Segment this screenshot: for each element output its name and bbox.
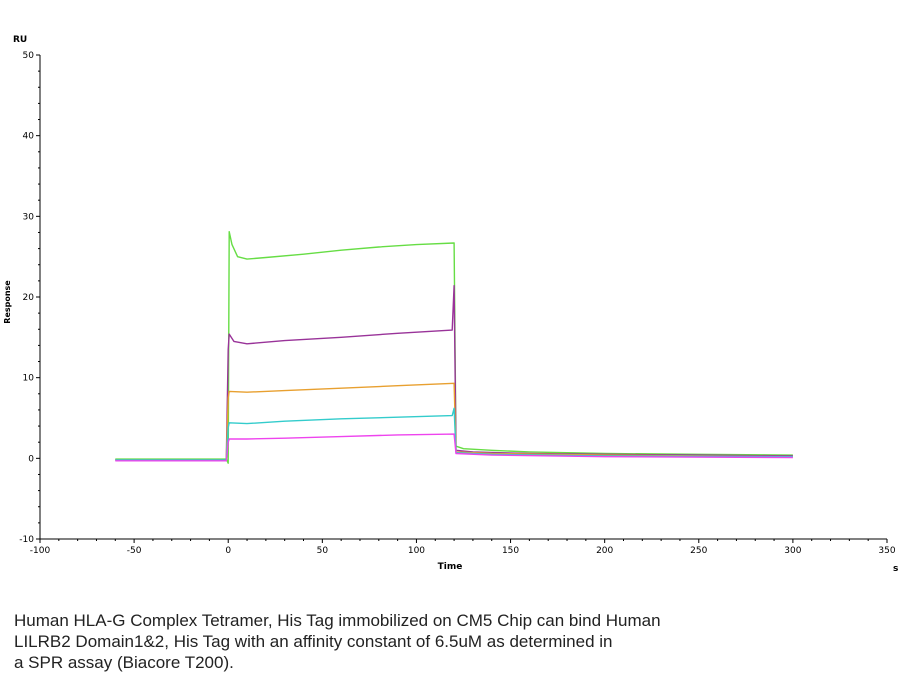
x-tick-label: 0 xyxy=(225,546,231,556)
caption-line-1: Human HLA-G Complex Tetramer, His Tag im… xyxy=(14,611,661,630)
x-tick-label: 250 xyxy=(690,546,707,556)
x-axis-title: Time xyxy=(438,562,463,572)
x-tick-label: -100 xyxy=(30,546,51,556)
x-tick-label: -50 xyxy=(127,546,142,556)
x-tick-label: 200 xyxy=(596,546,613,556)
caption-line-3: a SPR assay (Biacore T200). xyxy=(14,653,234,672)
series-lines xyxy=(115,231,793,464)
x-tick-label: 100 xyxy=(408,546,425,556)
y-unit-label: RU xyxy=(13,35,27,45)
series-line-3 xyxy=(115,382,793,461)
caption-line-2: LILRB2 Domain1&2, His Tag with an affini… xyxy=(14,632,613,651)
y-axis-title: Response xyxy=(3,280,12,324)
axes xyxy=(39,55,887,540)
figure-caption: Human HLA-G Complex Tetramer, His Tag im… xyxy=(14,610,814,673)
y-tick-label: 40 xyxy=(23,132,35,142)
y-tick-label: 30 xyxy=(23,212,35,222)
x-tick-label: 150 xyxy=(502,546,519,556)
series-line-1 xyxy=(115,231,793,464)
y-tick-label: -10 xyxy=(19,535,34,545)
series-line-5 xyxy=(115,433,793,462)
y-tick-label: 50 xyxy=(23,51,35,61)
y-tick-label: 0 xyxy=(28,454,34,464)
x-tick-label: 300 xyxy=(784,546,801,556)
x-unit-label: s xyxy=(893,564,898,574)
series-line-4 xyxy=(115,407,793,461)
y-tick-label: 20 xyxy=(23,293,35,303)
y-tick-label: 10 xyxy=(23,374,35,384)
x-tick-label: 50 xyxy=(317,546,329,556)
x-tick-label: 350 xyxy=(878,546,895,556)
